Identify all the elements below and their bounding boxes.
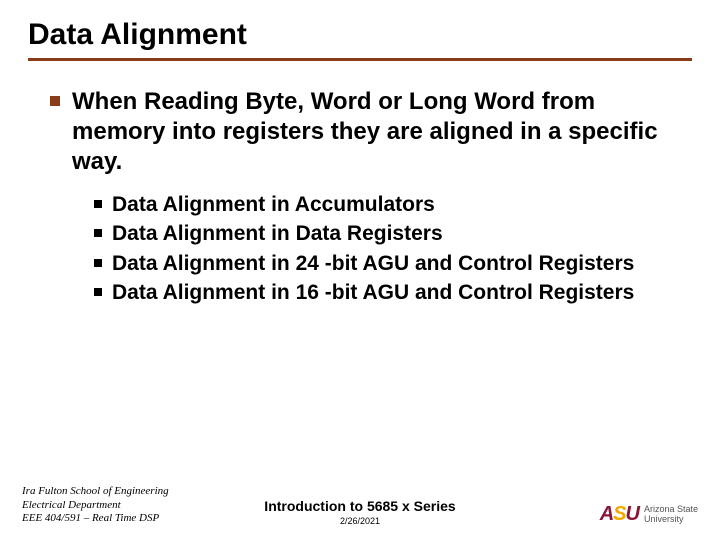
footer: Ira Fulton School of Engineering Electri… bbox=[0, 485, 720, 526]
asu-logo: ASU Arizona State University bbox=[600, 503, 698, 526]
footer-center-title: Introduction to 5685 x Series bbox=[264, 498, 455, 514]
sub-bullet-text: Data Alignment in 24 -bit AGU and Contro… bbox=[112, 250, 634, 277]
sub-bullet-list: Data Alignment in Accumulators Data Alig… bbox=[94, 191, 692, 306]
sub-bullet-text: Data Alignment in Data Registers bbox=[112, 220, 443, 247]
main-bullet-text: When Reading Byte, Word or Long Word fro… bbox=[72, 87, 692, 177]
bullet-square-icon bbox=[94, 200, 102, 208]
footer-left-line: Ira Fulton School of Engineering bbox=[22, 485, 169, 499]
asu-mark-icon: ASU bbox=[600, 503, 639, 526]
slide-title: Data Alignment bbox=[28, 18, 692, 58]
sub-bullet-text: Data Alignment in Accumulators bbox=[112, 191, 435, 218]
bullet-square-icon bbox=[94, 259, 102, 267]
footer-center-date: 2/26/2021 bbox=[264, 516, 455, 526]
footer-left-line: EEE 404/591 – Real Time DSP bbox=[22, 512, 169, 526]
asu-text-line: University bbox=[644, 515, 698, 524]
footer-left: Ira Fulton School of Engineering Electri… bbox=[22, 485, 169, 526]
footer-right-logo: ASU Arizona State University bbox=[600, 503, 698, 526]
asu-logo-text: Arizona State University bbox=[644, 505, 698, 524]
slide-container: Data Alignment When Reading Byte, Word o… bbox=[0, 0, 720, 540]
footer-center: Introduction to 5685 x Series 2/26/2021 bbox=[264, 498, 455, 526]
main-bullet: When Reading Byte, Word or Long Word fro… bbox=[50, 87, 692, 177]
footer-left-line: Electrical Department bbox=[22, 499, 169, 513]
bullet-square-icon bbox=[50, 96, 60, 106]
sub-bullet: Data Alignment in 24 -bit AGU and Contro… bbox=[94, 250, 692, 277]
sub-bullet: Data Alignment in 16 -bit AGU and Contro… bbox=[94, 279, 692, 306]
sub-bullet-text: Data Alignment in 16 -bit AGU and Contro… bbox=[112, 279, 634, 306]
sub-bullet: Data Alignment in Accumulators bbox=[94, 191, 692, 218]
title-underline bbox=[28, 58, 692, 61]
bullet-square-icon bbox=[94, 288, 102, 296]
bullet-square-icon bbox=[94, 229, 102, 237]
sub-bullet: Data Alignment in Data Registers bbox=[94, 220, 692, 247]
